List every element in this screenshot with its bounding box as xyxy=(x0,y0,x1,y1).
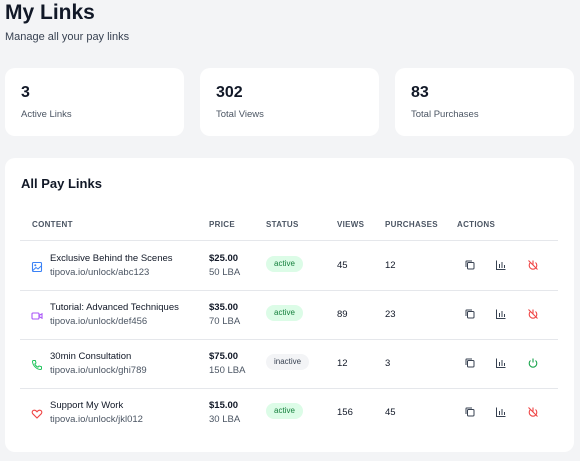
phone-icon xyxy=(31,358,43,371)
table-row: Support My Work tipova.io/unlock/jkl012 … xyxy=(5,388,574,437)
views-count: 45 xyxy=(337,260,348,271)
column-header-price: PRICE xyxy=(209,220,235,229)
power-off-icon[interactable] xyxy=(527,259,539,271)
table-row: Exclusive Behind the Scenes tipova.io/un… xyxy=(5,241,574,290)
price-lba: 70 LBA xyxy=(209,316,241,327)
views-count: 12 xyxy=(337,358,348,369)
divider xyxy=(20,339,558,340)
purchases-count: 23 xyxy=(385,309,396,320)
views-count: 156 xyxy=(337,407,353,418)
price: $25.00 xyxy=(209,253,239,264)
divider xyxy=(20,388,558,389)
table-row: 30min Consultation tipova.io/unlock/ghi7… xyxy=(5,339,574,388)
stat-value: 3 xyxy=(21,84,30,101)
link-url[interactable]: tipova.io/unlock/def456 xyxy=(50,316,148,327)
table-row: Tutorial: Advanced Techniques tipova.io/… xyxy=(5,290,574,339)
link-title: Exclusive Behind the Scenes xyxy=(50,253,173,264)
link-title: Tutorial: Advanced Techniques xyxy=(50,302,179,313)
power-icon[interactable] xyxy=(527,357,539,369)
status-badge: active xyxy=(266,305,303,321)
link-url[interactable]: tipova.io/unlock/jkl012 xyxy=(50,414,143,425)
price-lba: 50 LBA xyxy=(209,267,241,278)
page-title: My Links xyxy=(5,1,95,24)
bar-chart-icon[interactable] xyxy=(495,308,507,320)
stat-card-active-links: 3 Active Links xyxy=(5,68,184,136)
image-icon xyxy=(31,260,43,273)
divider xyxy=(20,240,558,241)
stat-card-total-purchases: 83 Total Purchases xyxy=(395,68,574,136)
status-badge: inactive xyxy=(266,354,310,370)
bar-chart-icon[interactable] xyxy=(495,357,507,369)
link-url[interactable]: tipova.io/unlock/abc123 xyxy=(50,267,150,278)
price-lba: 30 LBA xyxy=(209,414,241,425)
stat-value: 302 xyxy=(216,84,243,101)
power-off-icon[interactable] xyxy=(527,406,539,418)
purchases-count: 45 xyxy=(385,407,396,418)
price: $35.00 xyxy=(209,302,239,313)
stat-label: Total Purchases xyxy=(411,109,479,120)
power-off-icon[interactable] xyxy=(527,308,539,320)
copy-icon[interactable] xyxy=(464,259,476,271)
purchases-count: 12 xyxy=(385,260,396,271)
price-lba: 150 LBA xyxy=(209,365,246,376)
page-subtitle: Manage all your pay links xyxy=(5,31,130,43)
panel-title: All Pay Links xyxy=(21,176,102,191)
heart-icon xyxy=(31,407,43,419)
views-count: 89 xyxy=(337,309,348,320)
link-title: 30min Consultation xyxy=(50,351,132,362)
column-header-purchases: PURCHASES xyxy=(385,220,438,229)
bar-chart-icon[interactable] xyxy=(495,259,507,271)
purchases-count: 3 xyxy=(385,358,391,369)
column-header-content: CONTENT xyxy=(32,220,73,229)
price: $75.00 xyxy=(209,351,239,362)
status-badge: active xyxy=(266,256,303,272)
link-title: Support My Work xyxy=(50,400,124,411)
copy-icon[interactable] xyxy=(464,357,476,369)
column-header-status: STATUS xyxy=(266,220,299,229)
column-header-actions: ACTIONS xyxy=(457,220,496,229)
video-icon xyxy=(31,309,43,321)
link-url[interactable]: tipova.io/unlock/ghi789 xyxy=(50,365,147,376)
bar-chart-icon[interactable] xyxy=(495,406,507,418)
column-header-views: VIEWS xyxy=(337,220,365,229)
pay-links-panel: All Pay Links CONTENT PRICE STATUS VIEWS… xyxy=(5,158,574,452)
stat-label: Total Views xyxy=(216,109,264,120)
stat-card-total-views: 302 Total Views xyxy=(200,68,379,136)
status-badge: active xyxy=(266,403,303,419)
copy-icon[interactable] xyxy=(464,308,476,320)
copy-icon[interactable] xyxy=(464,406,476,418)
divider xyxy=(20,290,558,291)
stat-value: 83 xyxy=(411,84,429,101)
price: $15.00 xyxy=(209,400,239,411)
stat-label: Active Links xyxy=(21,109,72,120)
